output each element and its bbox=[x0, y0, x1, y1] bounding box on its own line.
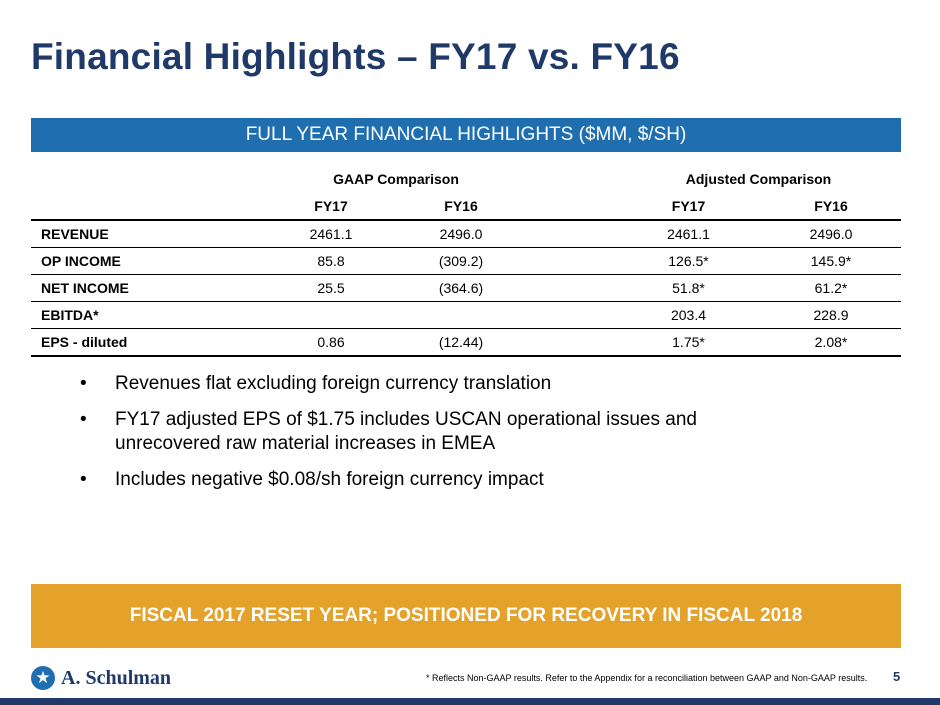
bullet-item: FY17 adjusted EPS of $1.75 includes USCA… bbox=[80, 408, 800, 456]
table-row: NET INCOME 25.5 (364.6) 51.8* 61.2* bbox=[31, 274, 901, 302]
table-row: REVENUE 2461.1 2496.0 2461.1 2496.0 bbox=[31, 220, 901, 248]
period-header-gaap-fy17: FY17 bbox=[266, 193, 396, 221]
logo-text: A. Schulman bbox=[61, 666, 172, 689]
bullet-item: Revenues flat excluding foreign currency… bbox=[80, 372, 800, 396]
row-label: EBITDA* bbox=[31, 301, 266, 329]
star-figure-icon: ★ bbox=[31, 666, 55, 690]
cell-adj-fy17: 1.75* bbox=[616, 328, 761, 357]
period-header-adj-fy16: FY16 bbox=[761, 193, 901, 221]
table-period-header-row: FY17 FY16 FY17 FY16 bbox=[31, 193, 901, 221]
cell-adj-fy16: 61.2* bbox=[761, 274, 901, 302]
cell-adj-fy16: 2.08* bbox=[761, 328, 901, 357]
cell-gaap-fy17: 0.86 bbox=[266, 328, 396, 357]
cell-gaap-fy17: 2461.1 bbox=[266, 220, 396, 248]
cell-adj-fy16: 228.9 bbox=[761, 301, 901, 329]
cell-adj-fy17: 51.8* bbox=[616, 274, 761, 302]
cell-gaap-fy16: (12.44) bbox=[396, 328, 526, 357]
cell-gaap-fy17: 25.5 bbox=[266, 274, 396, 302]
cell-adj-fy16: 2496.0 bbox=[761, 220, 901, 248]
period-header-adj-fy17: FY17 bbox=[616, 193, 761, 221]
period-header-gaap-fy16: FY16 bbox=[396, 193, 526, 221]
cell-adj-fy17: 203.4 bbox=[616, 301, 761, 329]
table-row: EPS - diluted 0.86 (12.44) 1.75* 2.08* bbox=[31, 328, 901, 357]
cell-gaap-fy17 bbox=[266, 301, 396, 329]
cell-adj-fy16: 145.9* bbox=[761, 247, 901, 275]
bottom-divider-bar bbox=[0, 698, 940, 705]
table-row: EBITDA* 203.4 228.9 bbox=[31, 301, 901, 329]
bullet-item: Includes negative $0.08/sh foreign curre… bbox=[80, 468, 800, 492]
table-row: OP INCOME 85.8 (309.2) 126.5* 145.9* bbox=[31, 247, 901, 275]
cell-gaap-fy16: (364.6) bbox=[396, 274, 526, 302]
adjusted-group-header: Adjusted Comparison bbox=[685, 171, 832, 187]
cell-gaap-fy16 bbox=[396, 301, 526, 329]
company-logo: ★ A. Schulman bbox=[31, 664, 171, 692]
cell-gaap-fy16: (309.2) bbox=[396, 247, 526, 275]
row-label: OP INCOME bbox=[31, 247, 266, 275]
slide-title: Financial Highlights – FY17 vs. FY16 bbox=[31, 36, 680, 77]
row-label: NET INCOME bbox=[31, 274, 266, 302]
row-label: REVENUE bbox=[31, 220, 266, 248]
cell-gaap-fy17: 85.8 bbox=[266, 247, 396, 275]
cell-adj-fy17: 2461.1 bbox=[616, 220, 761, 248]
cell-gaap-fy16: 2496.0 bbox=[396, 220, 526, 248]
section-banner: FULL YEAR FINANCIAL HIGHLIGHTS ($MM, $/S… bbox=[31, 118, 901, 152]
financial-highlights-table: GAAP Comparison Adjusted Comparison FY17… bbox=[31, 165, 901, 357]
gaap-group-header: GAAP Comparison bbox=[333, 171, 459, 187]
highlight-bullets: Revenues flat excluding foreign currency… bbox=[80, 372, 800, 504]
table-group-header-row: GAAP Comparison Adjusted Comparison bbox=[31, 165, 901, 193]
callout-banner: FISCAL 2017 RESET YEAR; POSITIONED FOR R… bbox=[31, 584, 901, 648]
footnote: * Reflects Non-GAAP results. Refer to th… bbox=[426, 673, 868, 683]
page-number: 5 bbox=[893, 669, 901, 684]
cell-adj-fy17: 126.5* bbox=[616, 247, 761, 275]
row-label: EPS - diluted bbox=[31, 328, 266, 357]
